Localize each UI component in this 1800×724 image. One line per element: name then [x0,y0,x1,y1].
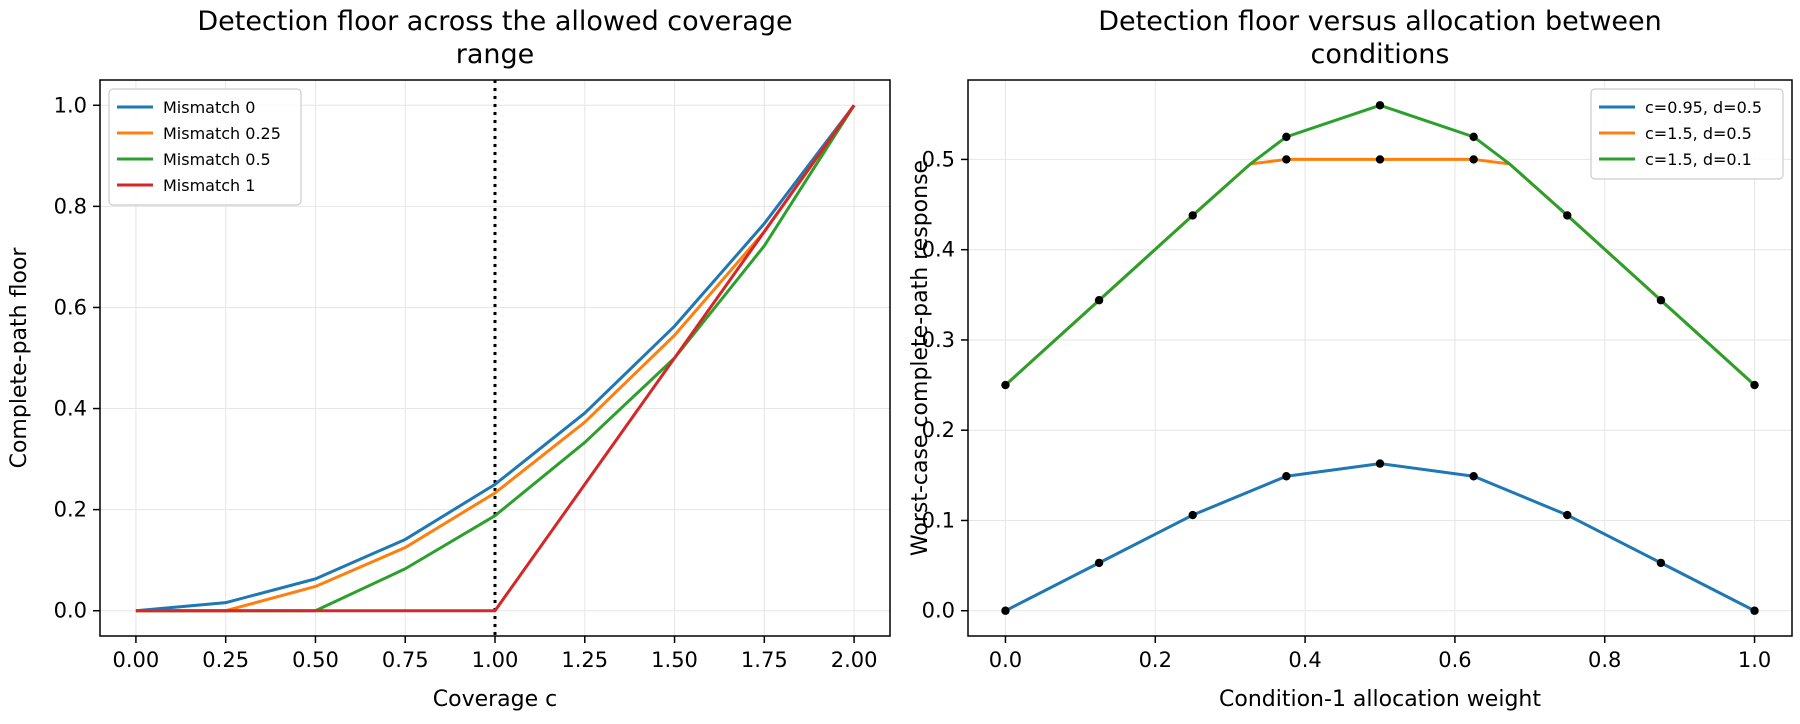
data-point [1750,606,1759,615]
chart-title: Detection floor versus allocation betwee… [1098,6,1662,37]
x-tick-label: 1.0 [1738,648,1771,672]
y-tick-label: 0.4 [54,397,87,421]
data-point [1563,510,1572,520]
x-axis-label: Condition-1 allocation weight [1219,687,1541,712]
data-point [1282,155,1291,164]
chart-title: range [456,39,535,70]
data-point [1282,132,1291,142]
x-tick-label: 0.75 [382,648,429,672]
data-point [1375,459,1385,468]
data-point [1094,558,1104,568]
x-tick-label: 0.4 [1288,648,1321,672]
y-axis-label: Complete-path floor [7,247,32,469]
x-tick-label: 0.6 [1438,648,1471,672]
x-tick-label: 0.00 [113,648,160,672]
legend-label: Mismatch 0.5 [163,150,271,169]
series-line-4 [135,104,856,613]
legend-box [1590,88,1784,180]
data-point [1001,380,1010,390]
series-line-2 [135,104,856,613]
series-line-2 [1004,157,1756,387]
x-tick-label: 2.00 [831,648,878,672]
data-point [1469,132,1478,142]
chart-title: Detection floor across the allowed cover… [197,6,792,37]
y-tick-label: 0.4 [922,238,955,262]
legend-label: Mismatch 0 [163,98,255,117]
data-point [1656,558,1666,568]
data-point [1375,155,1385,164]
legend-label: c=1.5, d=0.1 [1645,150,1752,169]
y-axis-label: Worst-case complete-path response [908,160,933,556]
x-tick-label: 1.25 [561,648,608,672]
data-point [1656,296,1666,305]
x-tick-label: 0.0 [989,648,1022,672]
data-point [1188,510,1197,520]
axes-frame [967,79,1793,637]
chart-title: conditions [1311,39,1450,70]
series-line-3 [135,104,856,613]
legend-box [108,88,302,206]
x-tick-label: 0.50 [292,648,339,672]
legend: Mismatch 0 Mismatch 0.25 Mismatch 0.5 Misma… [108,88,302,206]
legend: c=0.95, d=0.5 c=1.5, d=0.5 c=1.5, d=0.1 [1590,88,1784,180]
data-point [1750,380,1759,390]
x-tick-label: 0.8 [1588,648,1621,672]
legend-label: c=1.5, d=0.5 [1645,124,1752,143]
series-line-1 [1004,462,1756,613]
chart-panel-2: 0.0 0.2 0.4 0.6 0.8 1.0 0.0 0.1 0.2 0.3 0.4 0.5 Dete… [908,6,1793,712]
x-axis-label: Coverage c [433,687,558,712]
legend-label: Mismatch 1 [163,176,255,195]
x-tick-label: 1.00 [472,648,519,672]
data-point [1469,155,1478,164]
x-tick-label: 0.25 [202,648,249,672]
data-point [1001,606,1010,615]
y-tick-label: 0.5 [922,147,955,171]
y-tick-label: 1.0 [54,93,87,117]
y-tick-label: 0.0 [54,599,87,623]
y-tick-label: 0.2 [54,498,87,522]
data-point [1282,472,1291,481]
x-tick-label: 1.75 [741,648,788,672]
data-point [1188,211,1197,220]
x-tick-label: 1.50 [651,648,698,672]
y-tick-label: 0.0 [922,599,955,623]
y-tick-label: 0.2 [922,418,955,442]
y-tick-label: 0.3 [922,328,955,352]
y-tick-label: 0.6 [54,295,87,319]
y-tick-label: 0.1 [922,508,955,532]
series-line-1 [135,104,856,613]
y-tick-label: 0.8 [54,194,87,218]
chart-panel-1: 0.00 0.25 0.50 0.75 1.00 1.25 1.50 1.75 2.00 0.0 0… [7,6,891,712]
legend-label: c=0.95, d=0.5 [1645,98,1762,117]
legend-label: Mismatch 0.25 [163,124,281,143]
data-point [1375,101,1385,110]
data-point [1563,211,1572,220]
x-tick-label: 0.2 [1139,648,1172,672]
data-point [1469,472,1478,481]
data-point [1094,296,1104,305]
